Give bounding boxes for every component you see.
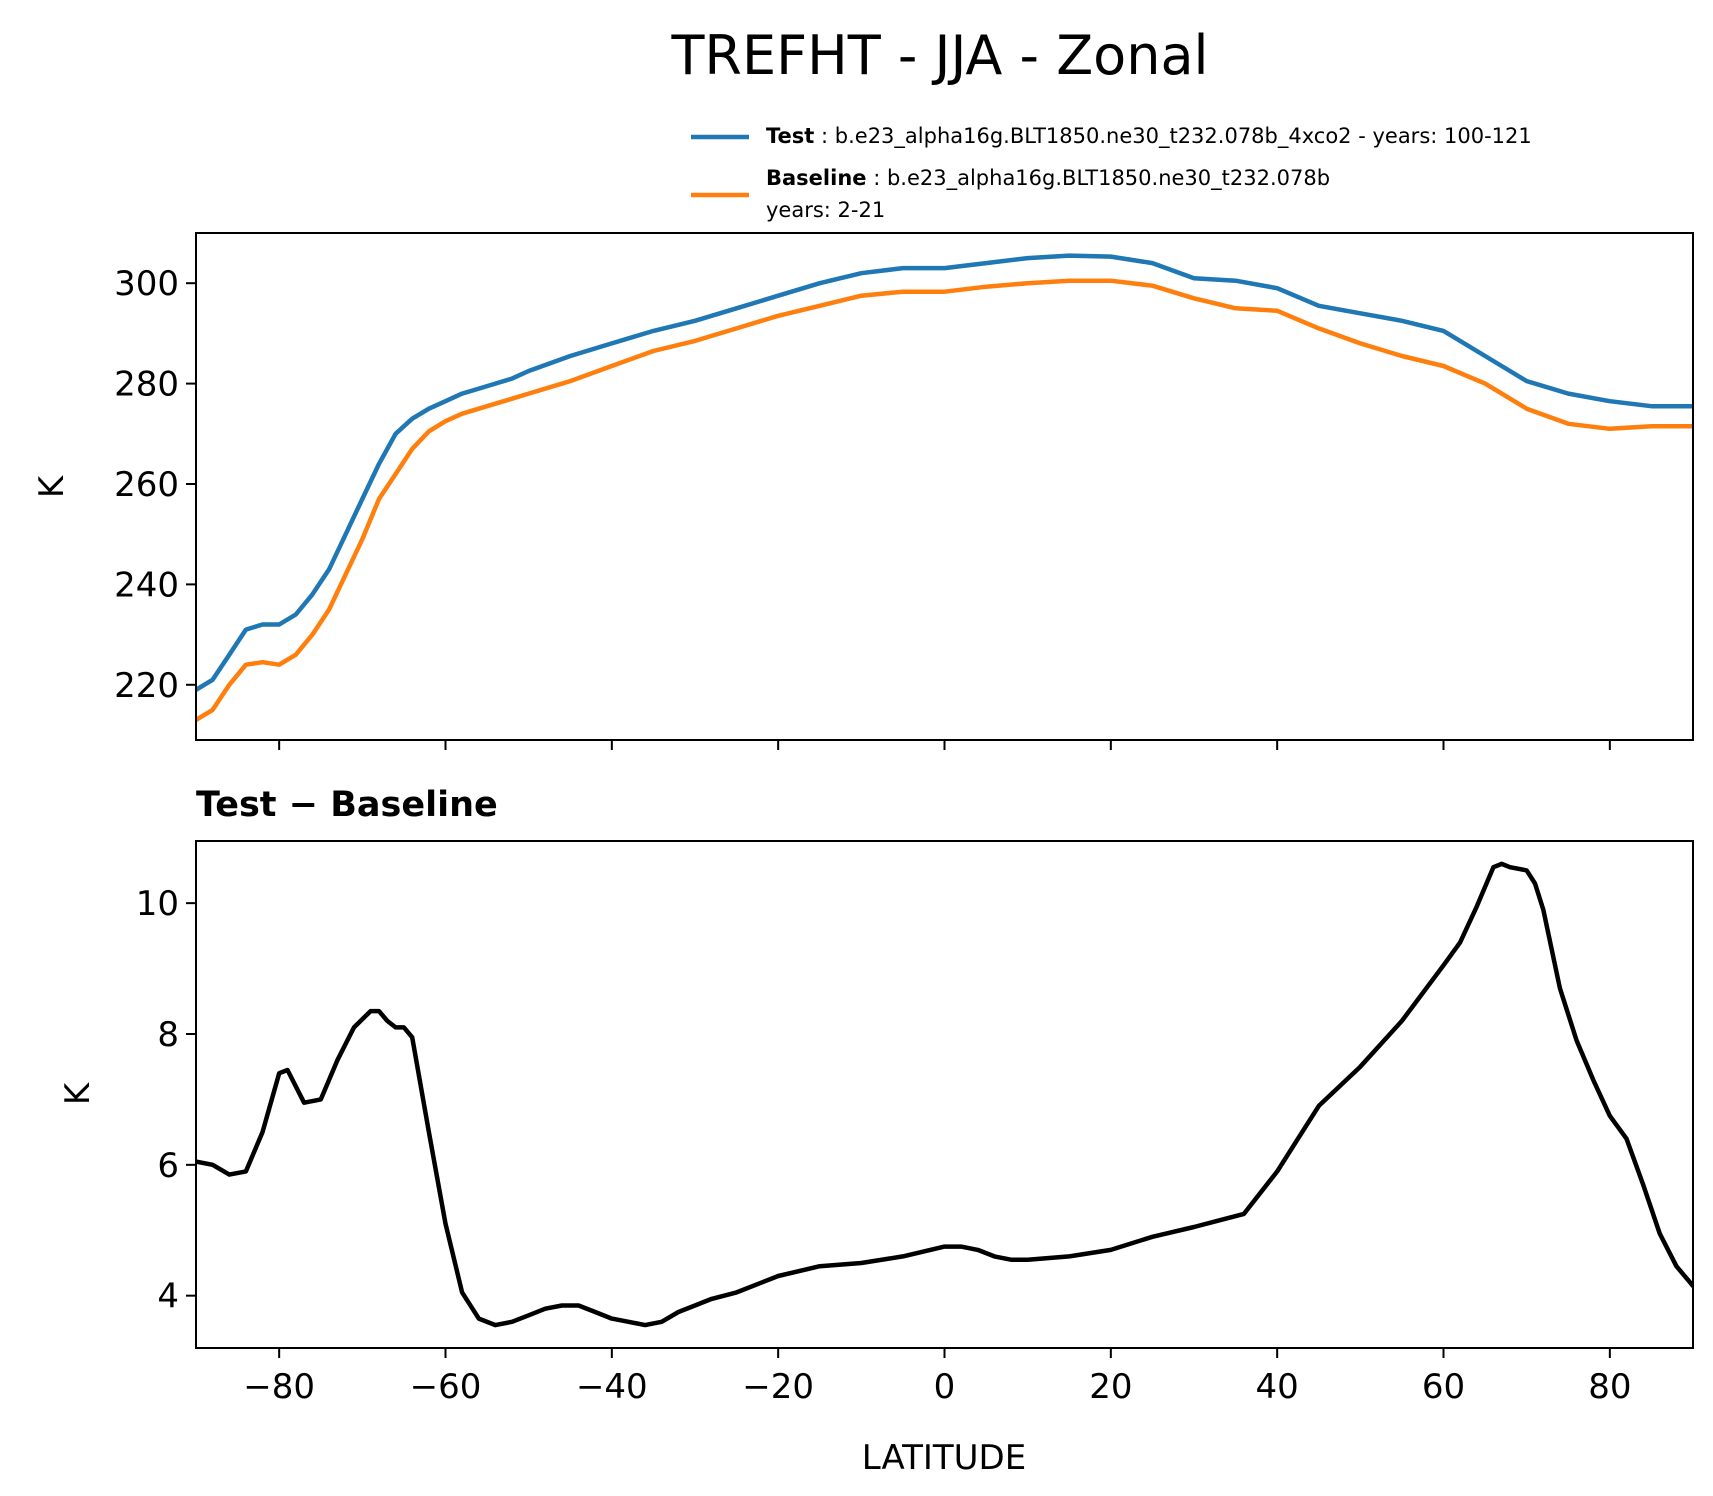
bottom-x-tick-label: −80 bbox=[243, 1367, 315, 1407]
top-series-test bbox=[196, 253, 1693, 693]
legend: Test : b.e23_alpha16g.BLT1850.ne30_t232.… bbox=[691, 124, 1532, 222]
bottom-y-tick-label: 4 bbox=[157, 1277, 179, 1317]
top-y-axis-label: K bbox=[32, 474, 72, 498]
bottom-x-tick-label: 0 bbox=[934, 1367, 956, 1407]
legend-baseline-years: years: 2-21 bbox=[766, 198, 885, 222]
bottom-panel: Test − Baseline 4 6 8 10 −80 −60 −40 −20 0 20 40 6… bbox=[58, 785, 1694, 1478]
top-x-axis bbox=[278, 740, 1611, 750]
bottom-series-test-baseline bbox=[196, 861, 1693, 1328]
bottom-y-axis: 4 6 8 10 bbox=[136, 884, 196, 1317]
legend-baseline-label: Baseline bbox=[766, 166, 867, 190]
bottom-x-tick-label: 40 bbox=[1256, 1367, 1299, 1407]
top-y-axis: 220 240 260 280 300 bbox=[114, 264, 196, 706]
svg-text:Baseline : b.e23_alpha16g.BLT1: Baseline : b.e23_alpha16g.BLT1850.ne30_t… bbox=[766, 166, 1330, 191]
top-y-tick-label: 220 bbox=[114, 666, 179, 706]
top-panel: 220 240 260 280 300 K bbox=[32, 232, 1694, 750]
bottom-y-tick-label: 10 bbox=[136, 884, 179, 924]
bottom-x-tick-label: −20 bbox=[742, 1367, 814, 1407]
legend-test-separator: : bbox=[814, 124, 834, 148]
bottom-x-tick-label: −60 bbox=[410, 1367, 482, 1407]
legend-test-desc: b.e23_alpha16g.BLT1850.ne30_t232.078b_4x… bbox=[835, 124, 1532, 149]
svg-text:Test : b.e23_alpha16g.BLT1850.: Test : b.e23_alpha16g.BLT1850.ne30_t232.… bbox=[766, 124, 1532, 149]
top-y-tick-label: 240 bbox=[114, 565, 179, 605]
bottom-x-axis: −80 −60 −40 −20 0 20 40 60 80 bbox=[243, 1348, 1631, 1407]
x-axis-label: LATITUDE bbox=[862, 1438, 1026, 1478]
top-plot-frame bbox=[195, 232, 1694, 741]
bottom-panel-title: Test − Baseline bbox=[196, 785, 498, 825]
bottom-series-group bbox=[196, 861, 1693, 1328]
bottom-x-tick-label: 80 bbox=[1588, 1367, 1631, 1407]
legend-baseline-separator: : bbox=[867, 166, 887, 190]
legend-test-label: Test bbox=[766, 124, 814, 148]
bottom-x-tick-label: −40 bbox=[576, 1367, 648, 1407]
bottom-y-tick-label: 8 bbox=[157, 1015, 179, 1055]
top-y-tick-label: 300 bbox=[114, 264, 179, 304]
legend-baseline-desc: b.e23_alpha16g.BLT1850.ne30_t232.078b bbox=[887, 166, 1330, 191]
bottom-x-tick-label: 60 bbox=[1422, 1367, 1465, 1407]
bottom-y-axis-label: K bbox=[58, 1081, 98, 1105]
bottom-y-tick-label: 6 bbox=[157, 1146, 179, 1186]
top-series-baseline bbox=[196, 278, 1693, 723]
top-y-tick-label: 280 bbox=[114, 365, 179, 405]
top-series-group bbox=[196, 253, 1693, 723]
top-y-tick-label: 260 bbox=[114, 465, 179, 505]
figure-title: TREFHT - JJA - Zonal bbox=[670, 24, 1208, 87]
bottom-x-tick-label: 20 bbox=[1089, 1367, 1132, 1407]
